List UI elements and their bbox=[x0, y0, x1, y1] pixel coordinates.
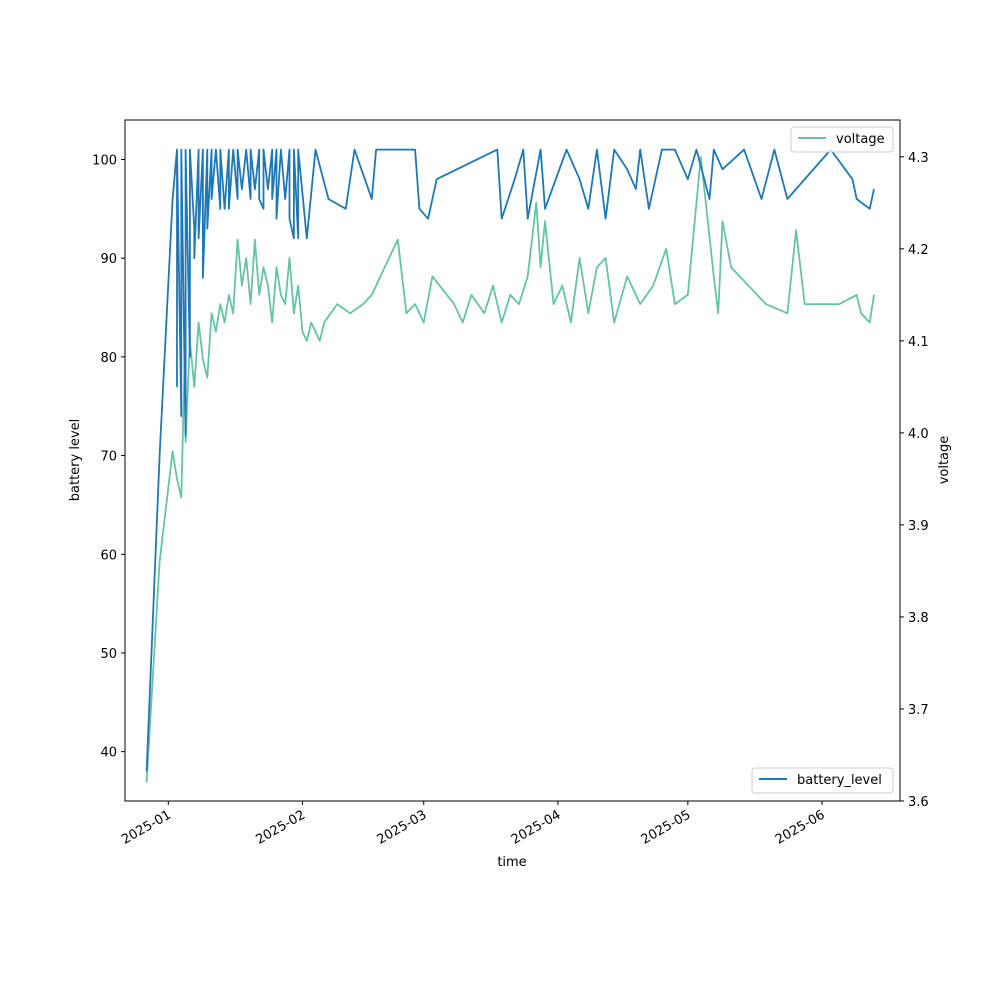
y-left-tick-label: 100 bbox=[92, 153, 117, 168]
y-left-tick-label: 50 bbox=[100, 647, 117, 662]
y-axis-right: 3.6 3.7 3.8 3.9 4.0 4.1 4.2 4.3 bbox=[900, 151, 929, 810]
y-left-tick-label: 90 bbox=[100, 252, 117, 267]
legend-voltage-label: voltage bbox=[836, 132, 885, 147]
plot-frame bbox=[124, 119, 901, 802]
series-layer bbox=[145, 148, 875, 783]
y-right-tick-label: 4.0 bbox=[908, 427, 929, 442]
y-left-tick-label: 70 bbox=[100, 450, 117, 465]
y-axis-right-label: voltage bbox=[937, 436, 952, 485]
y-right-tick-label: 3.8 bbox=[908, 611, 929, 626]
legend-battery-level: battery_level bbox=[751, 767, 894, 794]
y-left-tick-label: 60 bbox=[100, 548, 117, 563]
y-axis-left: 40 50 60 70 80 90 100 bbox=[92, 153, 125, 761]
y-right-tick-label: 3.6 bbox=[908, 795, 929, 810]
series-line-voltage bbox=[145, 155, 875, 783]
y-left-tick-label: 80 bbox=[100, 351, 117, 366]
y-left-tick-label: 40 bbox=[100, 746, 117, 761]
y-right-tick-label: 4.3 bbox=[908, 151, 929, 166]
y-axis-left-label: battery level bbox=[68, 419, 83, 502]
y-right-tick-label: 3.7 bbox=[908, 703, 929, 718]
y-right-tick-label: 4.2 bbox=[908, 243, 929, 258]
legend-voltage: voltage bbox=[790, 126, 894, 153]
legend-battery-level-label: battery_level bbox=[797, 773, 882, 788]
series-line-battery-level bbox=[145, 148, 875, 772]
y-right-tick-label: 4.1 bbox=[908, 335, 929, 350]
y-right-tick-label: 3.9 bbox=[908, 519, 929, 534]
x-axis-label: time bbox=[497, 855, 526, 870]
legend-battery-level-box bbox=[751, 767, 894, 794]
legend-voltage-box bbox=[790, 126, 894, 153]
